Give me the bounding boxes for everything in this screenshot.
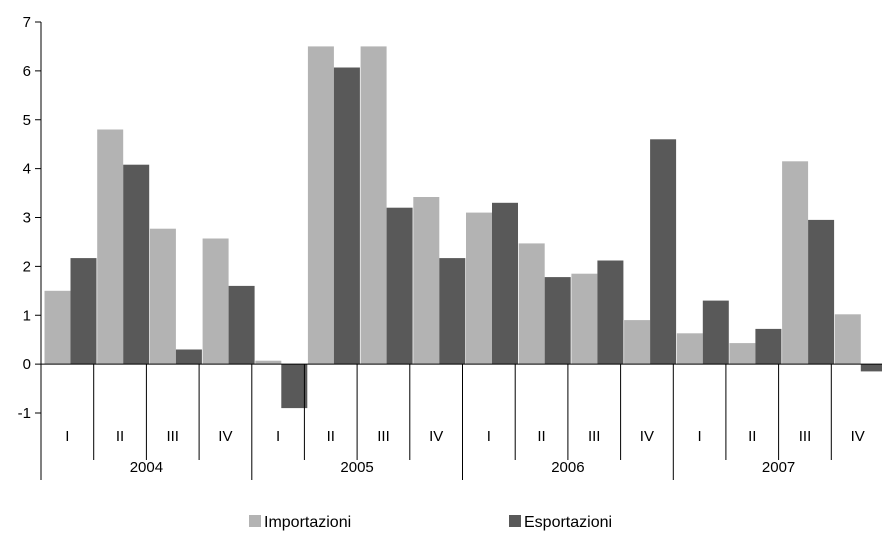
y-tick-label: 7 (23, 14, 31, 31)
x-tick-label: II (116, 428, 124, 445)
y-tick-label: 1 (23, 307, 31, 324)
bar-importazioni-11 (571, 273, 598, 365)
bar-importazioni-15 (782, 161, 809, 365)
bar-esportazioni-2 (123, 164, 150, 365)
x-tick-label: I (698, 428, 702, 445)
x-tick-label: III (588, 428, 601, 445)
bar-importazioni-13 (676, 333, 703, 365)
legend-swatch-importazioni (249, 515, 261, 527)
y-tick-label: 0 (23, 356, 31, 373)
bar-importazioni-9 (466, 212, 492, 365)
x-tick-label: II (537, 428, 545, 445)
bar-importazioni-2 (97, 129, 124, 365)
y-tick-label: 3 (23, 210, 31, 227)
x-tick-label: III (377, 428, 390, 445)
legend-label-esportazioni: Esportazioni (524, 514, 612, 531)
x-group-label: 2005 (340, 459, 373, 476)
bar-esportazioni-10 (544, 277, 571, 365)
legend-swatch-esportazioni (509, 515, 521, 527)
bar-esportazioni-6 (333, 67, 360, 365)
bar-esportazioni-16 (860, 364, 882, 372)
bar-importazioni-6 (307, 46, 334, 365)
legend: Importazioni Esportazioni (249, 514, 612, 531)
x-tick-label: IV (218, 428, 232, 445)
bar-esportazioni-11 (597, 260, 624, 365)
y-tick-label: -1 (18, 405, 31, 422)
bar-importazioni-4 (202, 238, 229, 365)
x-tick-label: I (65, 428, 69, 445)
bar-importazioni-10 (518, 243, 545, 365)
y-tick-label: 4 (23, 161, 31, 178)
y-tick-label: 5 (23, 112, 31, 129)
bar-esportazioni-12 (650, 139, 677, 365)
y-tick-label: 2 (23, 258, 31, 275)
bar-esportazioni-8 (439, 258, 466, 365)
x-group-label: 2007 (762, 459, 795, 476)
bar-importazioni-12 (624, 320, 651, 365)
bar-esportazioni-14 (755, 328, 782, 365)
bar-esportazioni-5 (281, 364, 308, 409)
x-tick-label: IV (429, 428, 443, 445)
bar-importazioni-7 (360, 46, 387, 365)
x-tick-label: IV (640, 428, 654, 445)
x-tick-label: III (799, 428, 812, 445)
bar-esportazioni-15 (808, 219, 835, 365)
bar-importazioni-3 (149, 228, 176, 365)
x-tick-label: I (487, 428, 491, 445)
y-tick-label: 6 (23, 63, 31, 80)
bar-importazioni-8 (413, 197, 440, 365)
bar-importazioni-5 (255, 360, 282, 365)
x-tick-label: I (276, 428, 280, 445)
x-tick-label: II (748, 428, 756, 445)
bars-layer (44, 46, 882, 409)
bar-esportazioni-1 (70, 258, 97, 365)
x-group-label: 2006 (551, 459, 584, 476)
bar-esportazioni-4 (228, 285, 255, 365)
x-tick-label: IV (851, 428, 865, 445)
bar-esportazioni-3 (175, 349, 202, 365)
bar-esportazioni-7 (386, 207, 413, 365)
bar-importazioni-16 (834, 314, 861, 365)
bar-esportazioni-9 (492, 202, 518, 365)
x-group-label: 2004 (130, 459, 163, 476)
bar-importazioni-14 (729, 343, 756, 365)
x-tick-label: II (327, 428, 335, 445)
bar-esportazioni-13 (702, 300, 729, 365)
bar-importazioni-1 (44, 290, 71, 365)
legend-label-importazioni: Importazioni (264, 514, 351, 531)
x-tick-label: III (166, 428, 179, 445)
